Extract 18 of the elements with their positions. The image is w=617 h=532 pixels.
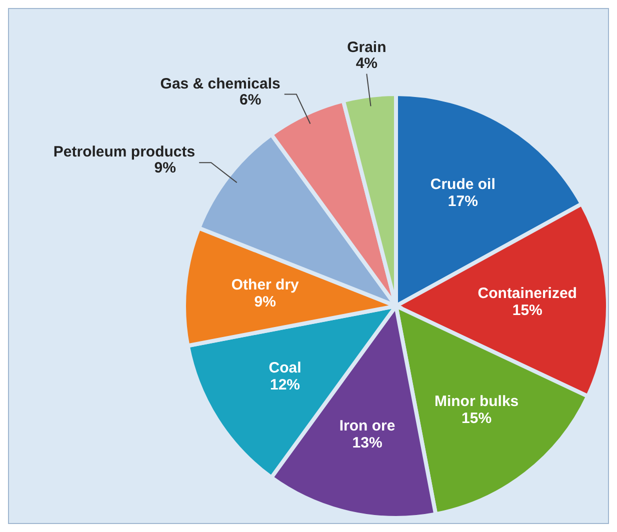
data-label: 15% <box>512 302 542 319</box>
slice-label: Minor bulks <box>434 392 519 410</box>
data-label: 13% <box>352 434 382 452</box>
slice-label: Crude oil <box>430 176 496 193</box>
slice-label: Petroleum products <box>53 144 196 161</box>
slice-label: Grain <box>347 38 386 56</box>
slice-label: Containerized <box>478 284 577 302</box>
data-label: 6% <box>240 91 262 108</box>
data-label: 4% <box>356 54 378 72</box>
data-label: 12% <box>270 376 300 394</box>
data-label: 15% <box>462 410 492 427</box>
data-label: 17% <box>448 192 478 210</box>
slice-label: Coal <box>268 359 302 376</box>
data-label: 9% <box>254 294 276 311</box>
slice-label: Other dry <box>231 276 300 294</box>
slice-label: Gas & chemicals <box>160 75 280 92</box>
slice-label: Iron ore <box>339 417 396 434</box>
data-label: 9% <box>154 160 176 177</box>
